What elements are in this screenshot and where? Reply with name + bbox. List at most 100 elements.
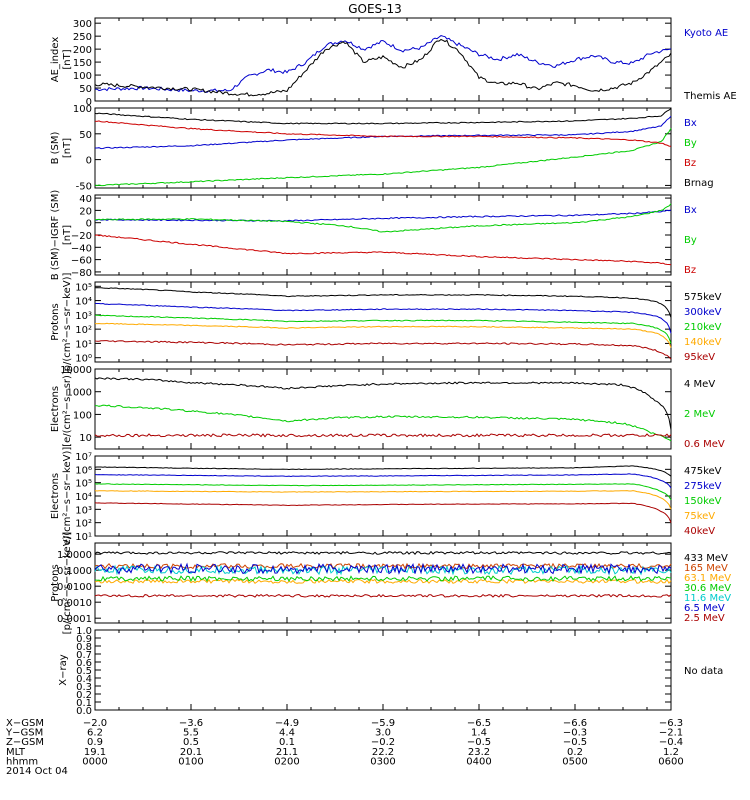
series-line-575kev: [94, 287, 672, 318]
ephemeris-value: 1.4: [471, 728, 487, 739]
ephemeris-row-label: MLT: [6, 747, 26, 758]
y-tick-label: 10⁵: [75, 479, 92, 490]
ephemeris-value: 6.2: [87, 728, 103, 739]
ephemeris-value: 1.2: [663, 747, 679, 758]
series-line-0-6-mev: [94, 433, 672, 438]
legend-entry: 2 MeV: [684, 409, 715, 420]
ephemeris-row-label: X−GSM: [6, 718, 44, 729]
panel-ae: 0 50 100 150 200 250 300 AE_index [nT] Kyoto AE Th…: [50, 17, 737, 108]
y-tick-label: 10²: [75, 325, 92, 336]
legend-entry: 0.6 MeV: [684, 439, 725, 450]
series-line-150kev: [94, 483, 672, 501]
panel-electrons_mev: 10 100 1000 10000 Electrons [e/(cm²−s−sr)] 4 M…: [50, 365, 725, 450]
y-tick-label: 10⁵: [75, 282, 92, 293]
series-line-210kev: [94, 314, 672, 344]
y-tick-label: 0.1: [76, 698, 92, 709]
ephemeris-value: 0100: [178, 756, 203, 767]
series-line-75kev: [94, 490, 672, 510]
legend-entry: Bx: [684, 118, 697, 129]
y-tick-label: 10000: [60, 365, 92, 376]
ephemeris-value: 21.1: [276, 747, 298, 758]
legend-entry: Themis AE: [683, 91, 737, 102]
ephemeris-value: −0.3: [563, 728, 587, 739]
ephemeris-value: 19.1: [84, 747, 106, 758]
legend-entry: 95keV: [684, 352, 715, 363]
ephemeris-value: 3.0: [375, 728, 391, 739]
series-line-kyoto-ae: [94, 35, 672, 93]
y-tick-label: 50: [79, 84, 92, 95]
series-line-4-mev: [94, 377, 672, 430]
ephemeris-value: 22.2: [372, 747, 394, 758]
y-tick-label: 50: [79, 130, 92, 141]
legend-entry: 300keV: [684, 307, 722, 318]
panel-protons: 10⁰ 10¹ 10² 10³ 10⁴ 10⁵ Protons p/(cm²−s−sr−keV…: [50, 273, 722, 372]
legend-entry: Kyoto AE: [684, 28, 728, 39]
panel-bsm: -50 0 50 100 B (SM) [nT] Bx By Bz Brnag: [50, 104, 714, 192]
y-tick-label: 0.6: [76, 658, 92, 669]
series-line-2-mev: [94, 404, 672, 442]
series-line-themis-ae: [94, 38, 672, 97]
ephemeris-row-label: hhmm: [6, 756, 38, 767]
y-tick-label: 0.1000: [57, 566, 92, 577]
panel-frame: [94, 368, 672, 450]
y-tick-label: 0.2: [76, 690, 92, 701]
y-axis-label: B (SM): [50, 131, 61, 164]
ephemeris-value: −0.5: [563, 737, 587, 748]
y-tick-label: −80: [71, 268, 92, 279]
legend-entry: 275keV: [684, 481, 722, 492]
ephemeris-value: 0.2: [567, 747, 583, 758]
series-line-95kev: [94, 340, 672, 360]
panel-frame: [94, 629, 672, 711]
y-tick-label: 250: [73, 32, 92, 43]
ephemeris-value: 0200: [274, 756, 299, 767]
series-line-bz: [94, 120, 672, 147]
y-tick-label: 40: [79, 194, 92, 205]
panel-frame: [94, 542, 672, 624]
series-line-140kev: [94, 322, 672, 348]
y-tick-label: 0.0: [76, 706, 92, 717]
legend-entry: Bz: [684, 265, 696, 276]
legend-entry: 433 MeV: [684, 553, 728, 564]
legend-entry: 2.5 MeV: [684, 613, 725, 624]
ephemeris-value: −3.6: [179, 718, 203, 729]
series-line-275kev: [94, 473, 672, 489]
legend-entry: 575keV: [684, 292, 722, 303]
y-tick-label: 10³: [75, 505, 92, 516]
legend-entry: 210keV: [684, 322, 722, 333]
legend-entry: 11.6 MeV: [684, 593, 731, 604]
legend-entry: 150keV: [684, 496, 722, 507]
legend-entry: 40keV: [684, 526, 715, 537]
y-tick-label: 0.0001: [57, 614, 92, 625]
ephemeris-value: −6.5: [467, 718, 491, 729]
y-tick-label: 0.5: [76, 666, 92, 677]
panel-frame: [94, 107, 672, 189]
y-tick-label: 0.8: [76, 642, 92, 653]
y-axis-label: Protons: [50, 564, 61, 601]
ephemeris-value: 5.5: [183, 728, 199, 739]
y-tick-label: 10⁷: [75, 452, 92, 463]
y-tick-label: 10⁴: [75, 297, 92, 308]
y-axis-label: AE_index: [50, 37, 61, 83]
y-tick-label: 0.3: [76, 682, 92, 693]
y-tick-label: 0: [86, 156, 92, 167]
y-tick-label: 10¹: [75, 532, 92, 543]
series-line-by: [94, 203, 672, 233]
y-axis-unit: [nT]: [62, 138, 73, 158]
panel-electrons_kev: 10¹ 10² 10³ 10⁴ 10⁵ 10⁶ 10⁷ Electrons e/(cm²−s−s…: [50, 447, 722, 546]
ephemeris-row-label: Z−GSM: [6, 737, 44, 748]
ephemeris-value: 0.5: [183, 737, 199, 748]
ephemeris-value: 0.1: [279, 737, 295, 748]
y-axis-label: Protons: [50, 303, 61, 340]
y-axis-unit: [nT]: [62, 49, 73, 69]
y-tick-label: −20: [71, 231, 92, 242]
y-tick-label: 1000: [67, 388, 92, 399]
legend-entry: 30.6 MeV: [684, 583, 731, 594]
legend-entry: Bz: [684, 158, 696, 169]
series-line-11-6-mev: [94, 564, 672, 576]
y-tick-label: 200: [73, 45, 92, 56]
ephemeris-row-label: Y−GSM: [5, 728, 43, 739]
plot-date: 2014 Oct 04: [6, 766, 68, 777]
series-line-bx: [95, 209, 672, 222]
